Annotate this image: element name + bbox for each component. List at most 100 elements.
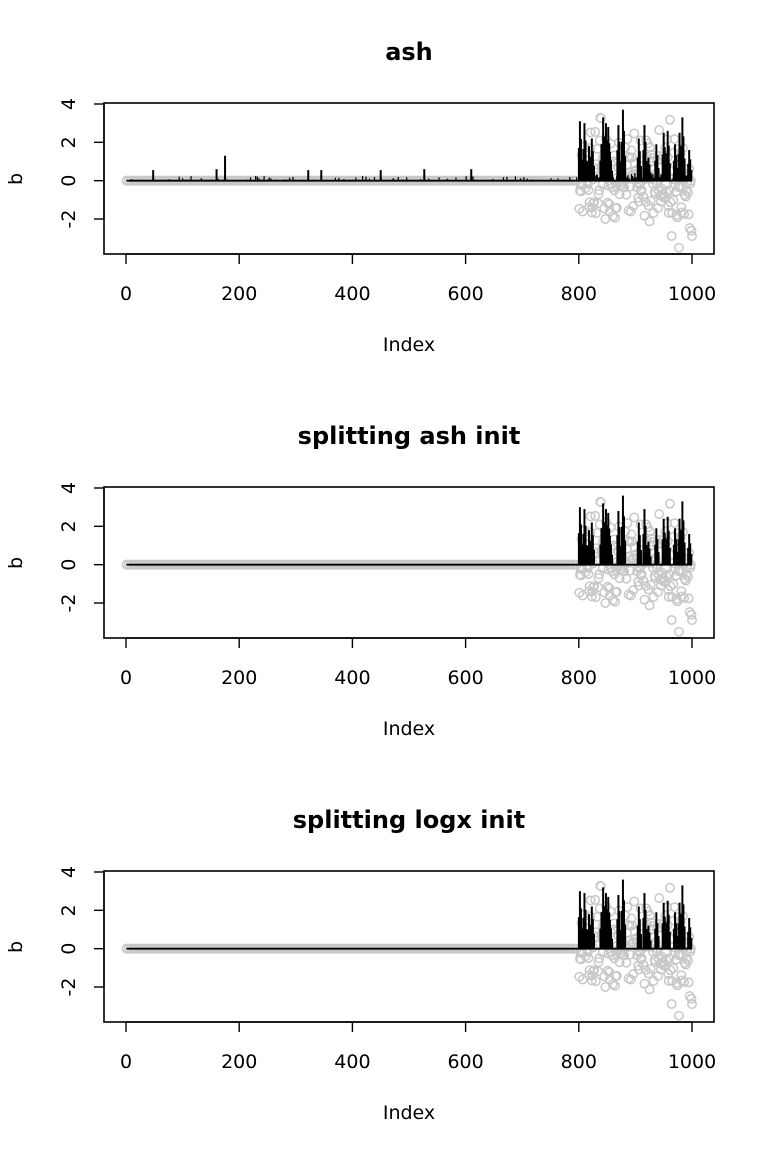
data-point [611,586,622,597]
data-point [627,920,637,931]
x-tick-label: 0 [120,283,132,305]
data-point [621,957,632,968]
data-point [625,565,636,576]
y-tick-label: 0 [58,175,80,187]
data-point [593,582,603,593]
data-point [583,569,594,580]
data-point [674,626,684,637]
y-tick-label: -2 [58,978,80,997]
x-tick-label: 400 [334,1051,370,1073]
x-axis-label: Index [383,718,435,740]
data-point [590,592,601,603]
y-tick-label: 4 [58,866,80,878]
x-axis-label: Index [383,1102,435,1124]
data-point [654,509,665,520]
data-point [621,189,632,200]
y-tick-label: 0 [58,559,80,571]
data-point [666,999,677,1009]
data-point [595,497,606,508]
data-point [626,145,637,156]
data-point [683,209,694,220]
data-point [586,207,597,218]
data-point [593,966,603,977]
data-point [666,231,677,241]
data-point [586,975,597,986]
data-point [636,953,647,964]
x-tick-label: 600 [447,283,483,305]
data-point [674,242,684,253]
data-point [610,212,620,223]
data-point [638,575,649,586]
data-point [679,593,690,604]
data-point [674,1010,684,1021]
data-point [589,581,600,592]
data-point [638,191,649,202]
data-point [664,882,675,893]
data-point [625,974,636,985]
panel-splitting-ash-init: splitting ash init 0 200 400 600 800 1000 -2 0 2… [5,422,716,740]
data-point [683,187,693,198]
data-point [645,580,656,591]
data-point [611,970,622,981]
data-point [664,114,675,125]
data-point [645,196,656,207]
data-point [654,893,665,904]
data-point [687,231,697,242]
data-point [590,126,601,137]
data-point [610,596,620,607]
x-tick-label: 0 [120,667,132,689]
plot-area: 0 200 400 600 800 1000 -2 0 2 4 [58,98,716,305]
data-point [589,965,600,976]
data-point [668,195,679,206]
data-point [686,609,697,620]
y-tick-label: -2 [58,210,80,229]
data-point [583,185,594,196]
data-point [589,197,600,208]
data-point [590,208,601,219]
data-point [626,529,637,540]
data-point [683,955,693,966]
data-point [645,964,656,975]
data-point [590,510,601,521]
data-point [644,600,655,611]
data-point [644,216,655,227]
y-tick-label: -2 [58,594,80,613]
data-point [664,569,675,580]
data-point [639,978,650,989]
x-tick-label: 1000 [668,283,716,305]
data-point [610,980,620,991]
data-point [593,198,603,209]
x-tick-label: 200 [221,667,257,689]
data-point [664,498,675,509]
data-point [679,209,690,220]
y-tick-label: 2 [58,520,80,532]
data-point [664,185,675,196]
data-point [590,894,601,905]
plot-area: 0 200 400 600 800 1000 -2 0 2 4 [58,866,716,1073]
x-tick-label: 800 [561,667,597,689]
data-point [585,511,596,522]
data-point [593,573,604,583]
x-tick-label: 400 [334,283,370,305]
data-point [629,896,640,907]
y-tick-label: 4 [58,98,80,110]
data-point [639,210,650,221]
data-point [636,569,647,580]
data-point [676,591,687,602]
y-axis-label: b [5,557,27,569]
data-point [602,965,613,976]
data-point [664,953,675,964]
data-point [676,207,687,218]
x-tick-label: 600 [447,667,483,689]
data-point [602,581,613,592]
data-point [687,999,697,1010]
y-tick-label: 0 [58,943,80,955]
panel-title: ash [385,38,433,66]
data-point [679,977,690,988]
data-point [687,615,697,626]
data-point [625,949,636,960]
data-point [683,571,693,582]
data-point [686,225,697,236]
panel-title: splitting ash init [298,422,521,450]
x-tick-label: 0 [120,1051,132,1073]
